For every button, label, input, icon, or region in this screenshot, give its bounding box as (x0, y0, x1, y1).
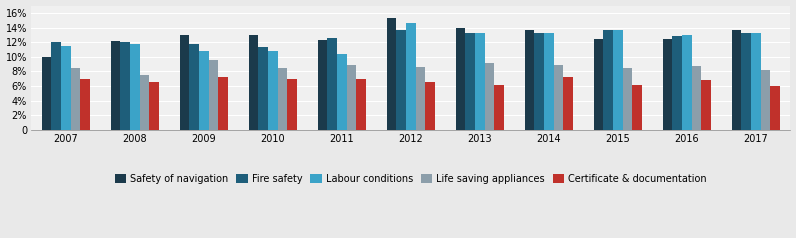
Bar (51, 42, 61, 130)
Bar (189, 44, 199, 130)
Bar (278, 69, 287, 130)
Bar (209, 60, 218, 130)
Bar (564, 77, 573, 130)
Legend: Safety of navigation, Fire safety, Labour conditions, Life saving appliances, Ce: Safety of navigation, Fire safety, Labou… (111, 170, 711, 187)
Bar (701, 80, 711, 130)
Bar (613, 30, 622, 130)
Bar (534, 33, 544, 130)
Bar (199, 51, 209, 130)
Bar (761, 70, 771, 130)
Bar (406, 23, 416, 130)
Bar (149, 82, 159, 130)
Bar (594, 39, 603, 130)
Bar (287, 79, 297, 130)
Bar (663, 39, 673, 130)
Bar (475, 33, 485, 130)
Bar (632, 85, 642, 130)
Bar (425, 82, 435, 130)
Bar (396, 30, 406, 130)
Bar (673, 35, 682, 130)
Bar (337, 54, 346, 130)
Bar (455, 28, 466, 130)
Bar (603, 30, 613, 130)
Bar (346, 65, 357, 130)
Bar (80, 79, 90, 130)
Bar (180, 35, 189, 130)
Bar (71, 69, 80, 130)
Bar (61, 46, 71, 130)
Bar (111, 41, 120, 130)
Bar (268, 51, 278, 130)
Bar (318, 40, 327, 130)
Bar (357, 79, 366, 130)
Bar (692, 66, 701, 130)
Bar (41, 57, 51, 130)
Bar (416, 67, 425, 130)
Bar (248, 35, 258, 130)
Bar (544, 33, 554, 130)
Bar (485, 63, 494, 130)
Bar (622, 69, 632, 130)
Bar (771, 86, 780, 130)
Bar (741, 33, 751, 130)
Bar (218, 77, 228, 130)
Bar (494, 85, 504, 130)
Bar (682, 35, 692, 130)
Bar (327, 39, 337, 130)
Bar (387, 18, 396, 130)
Bar (466, 33, 475, 130)
Bar (525, 30, 534, 130)
Bar (258, 46, 268, 130)
Bar (130, 44, 139, 130)
Bar (751, 33, 761, 130)
Bar (554, 65, 564, 130)
Bar (139, 75, 149, 130)
Bar (120, 42, 130, 130)
Bar (732, 30, 741, 130)
